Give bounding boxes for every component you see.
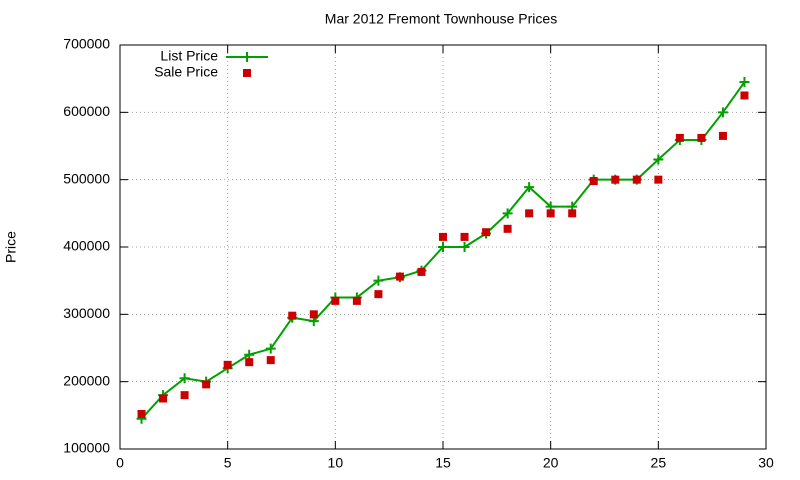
data-point	[675, 133, 684, 142]
data-point	[546, 209, 555, 218]
data-point	[288, 311, 297, 320]
y-tick-label: 600000	[63, 103, 110, 119]
data-point	[438, 242, 448, 252]
data-point	[459, 242, 470, 252]
plot-frame	[119, 44, 767, 450]
x-tick-label: 30	[758, 455, 774, 471]
data-point	[632, 175, 641, 184]
data-point	[180, 391, 189, 400]
legend-marker	[242, 52, 252, 62]
data-point	[654, 175, 663, 184]
data-point	[525, 209, 534, 218]
data-point	[482, 228, 491, 237]
data-point	[417, 267, 426, 276]
data-point	[373, 275, 384, 286]
data-point	[265, 343, 276, 354]
x-tick-label: 0	[116, 455, 124, 471]
x-tick-label: 10	[328, 455, 344, 471]
y-tick-label: 400000	[63, 238, 110, 254]
legend-label: Sale Price	[154, 64, 218, 80]
x-tick-label: 25	[651, 455, 667, 471]
data-point	[244, 349, 255, 360]
data-point	[439, 232, 447, 241]
data-point	[331, 296, 340, 305]
y-tick-label: 100000	[63, 440, 110, 456]
data-point	[266, 356, 275, 365]
data-point	[503, 224, 512, 233]
data-point	[374, 290, 383, 299]
y-tick-label: 700000	[63, 36, 110, 52]
y-tick-label: 500000	[63, 170, 110, 186]
data-point	[395, 272, 404, 281]
y-tick-label: 300000	[63, 305, 110, 321]
data-point	[718, 131, 727, 140]
x-tick-label: 15	[435, 455, 451, 471]
data-point	[352, 296, 361, 305]
data-point	[739, 77, 750, 88]
x-tick-label: 20	[543, 455, 559, 471]
chart-title: Mar 2012 Fremont Townhouse Prices	[325, 11, 557, 27]
data-point	[697, 133, 706, 142]
data-point	[309, 310, 318, 319]
y-axis-label: Price	[3, 231, 19, 263]
data-point	[740, 91, 749, 100]
data-point	[137, 409, 146, 418]
data-point	[159, 394, 168, 403]
data-point	[611, 175, 620, 184]
data-point	[589, 177, 598, 186]
data-point	[223, 360, 232, 369]
data-point	[460, 232, 469, 241]
legend-marker	[243, 69, 251, 77]
data-point	[502, 208, 513, 219]
x-tick-label: 5	[224, 455, 232, 471]
data-point	[717, 107, 728, 118]
legend-label: List Price	[160, 48, 218, 64]
data-point	[179, 373, 190, 384]
data-point	[245, 358, 254, 367]
data-point	[653, 154, 664, 165]
data-point	[568, 209, 577, 218]
data-point	[524, 182, 535, 193]
data-point	[202, 380, 211, 389]
y-tick-label: 200000	[63, 372, 110, 388]
